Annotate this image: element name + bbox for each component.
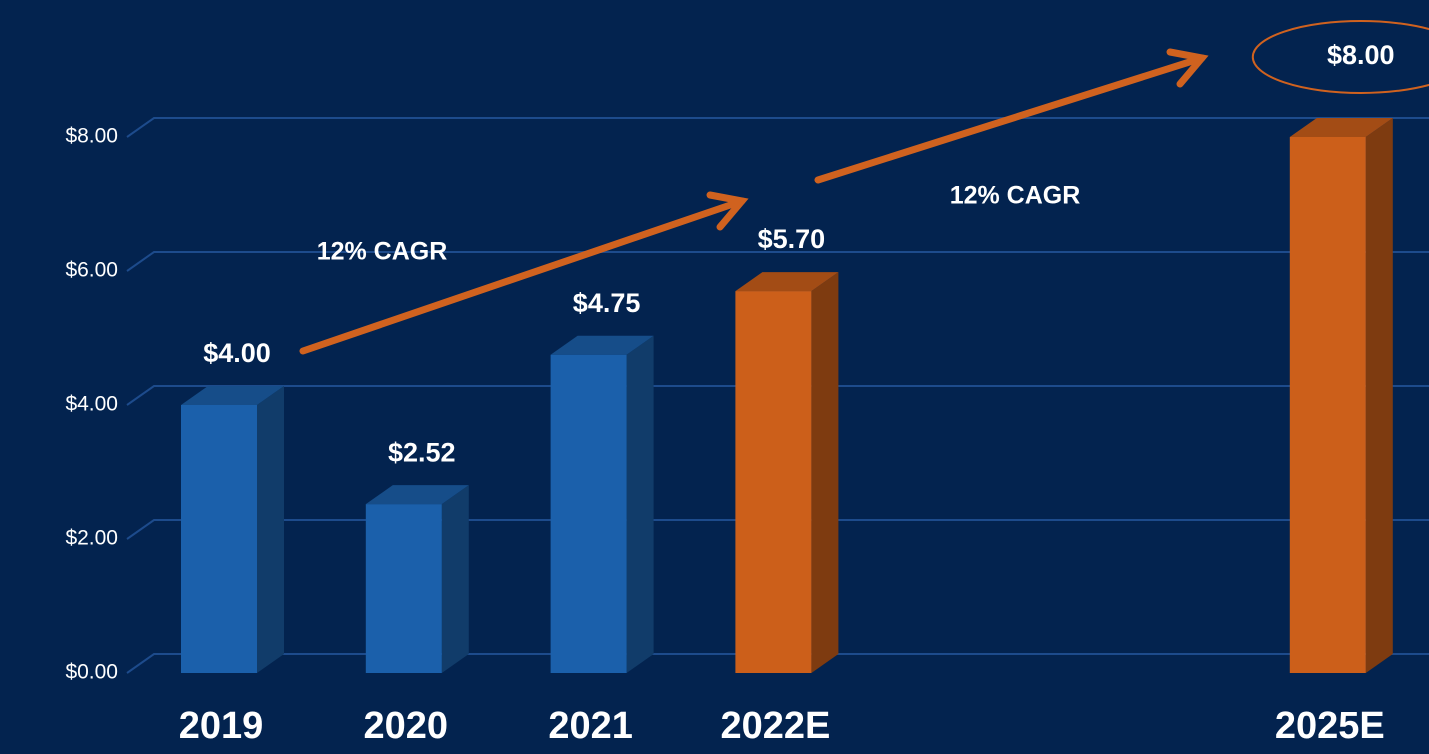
bar-side bbox=[626, 335, 654, 673]
y-tick-label: $8.00 bbox=[65, 125, 118, 148]
bar bbox=[1289, 137, 1366, 673]
grid bbox=[126, 117, 1429, 674]
grid-line bbox=[126, 385, 1429, 406]
arrows bbox=[299, 48, 1209, 355]
y-tick-label: $4.00 bbox=[65, 393, 118, 416]
bars bbox=[181, 118, 1393, 673]
bar-top bbox=[1289, 118, 1393, 137]
y-tick-label: $0.00 bbox=[65, 661, 118, 684]
grid-line bbox=[126, 653, 1429, 674]
bar-top bbox=[735, 272, 839, 292]
bar-top bbox=[181, 386, 284, 405]
value-label: $8.00 bbox=[1327, 40, 1395, 70]
arrow bbox=[814, 54, 1206, 184]
x-tick-label: 2021 bbox=[548, 705, 633, 747]
value-label: $4.00 bbox=[203, 338, 271, 368]
bar-top bbox=[365, 485, 469, 505]
arrow-head bbox=[1166, 48, 1209, 88]
y-tick-label: $2.00 bbox=[65, 527, 118, 550]
x-tick-label: 2019 bbox=[179, 705, 264, 747]
bar bbox=[365, 504, 442, 673]
bar-top bbox=[550, 335, 654, 355]
bar-side bbox=[1365, 118, 1393, 673]
value-label: $2.52 bbox=[388, 437, 456, 467]
arrow bbox=[299, 197, 746, 355]
annotation: 12% CAGR bbox=[950, 182, 1081, 210]
y-tick-label: $6.00 bbox=[65, 259, 118, 282]
bar-side bbox=[257, 386, 284, 673]
x-tick-label: 2022E bbox=[720, 705, 830, 747]
bar bbox=[735, 291, 812, 673]
bar bbox=[550, 354, 627, 673]
value-label: $4.75 bbox=[573, 288, 641, 318]
annotation: 12% CAGR bbox=[317, 238, 448, 266]
value-label: $5.70 bbox=[758, 224, 826, 254]
bar-side bbox=[811, 272, 839, 673]
grid-line bbox=[126, 519, 1429, 540]
x-tick-label: 2025E bbox=[1275, 705, 1385, 747]
arrow-head bbox=[706, 191, 749, 231]
grid-line bbox=[126, 251, 1429, 272]
x-tick-label: 2020 bbox=[364, 705, 449, 747]
bar-side bbox=[441, 485, 469, 673]
highlight-ellipse bbox=[1251, 20, 1429, 94]
bar bbox=[181, 405, 257, 673]
